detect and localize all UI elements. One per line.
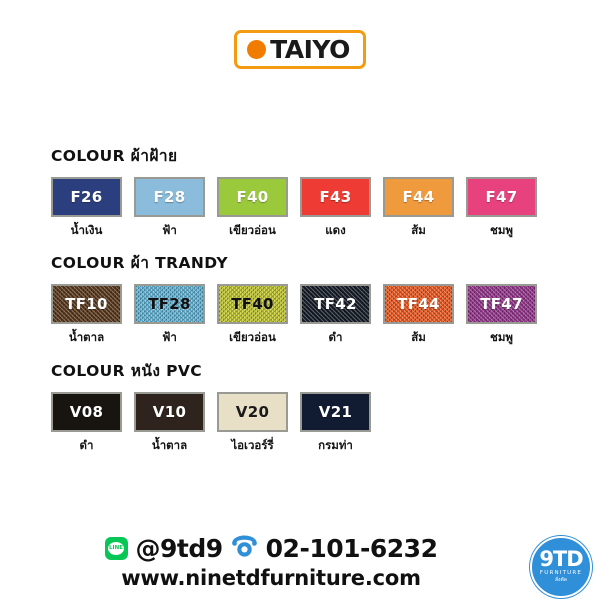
- swatch-cell: F26 น้ำเงิน: [51, 177, 122, 240]
- swatch-code-label: F28: [153, 188, 186, 206]
- colour-swatch-f26[interactable]: F26: [51, 177, 122, 217]
- swatch-caption-label: กรมท่า: [318, 438, 353, 452]
- swatch-caption-label: ชมพู: [490, 223, 513, 237]
- swatch-code-label: F47: [485, 188, 518, 206]
- swatch-cell: F44 ส้ม: [383, 177, 454, 240]
- swatch-code-label: V20: [235, 403, 270, 421]
- swatch-code-label: F44: [402, 188, 435, 206]
- swatch-caption-label: ฟ้า: [162, 330, 177, 344]
- colour-swatch-tf47[interactable]: TF47: [466, 284, 537, 324]
- 9td-furniture-logo: 9TD FURNITURE สั่งตัด: [530, 536, 592, 598]
- swatch-cell: V21 กรมท่า: [300, 392, 371, 455]
- badge-main-text: 9TD: [539, 546, 583, 571]
- colour-swatch-v21[interactable]: V21: [300, 392, 371, 432]
- swatch-code-label: V21: [318, 403, 353, 421]
- logo-text: TAIYO: [270, 35, 350, 64]
- swatch-caption-label: ส้ม: [411, 223, 426, 237]
- swatch-code-label: TF40: [231, 295, 274, 313]
- colour-swatch-f28[interactable]: F28: [134, 177, 205, 217]
- swatch-caption-label: ชมพู: [490, 330, 513, 344]
- section-title: COLOUR ผ้าฝ้าย: [51, 147, 178, 165]
- phone-number-text[interactable]: 02-101-6232: [265, 533, 438, 563]
- colour-section-trandy: COLOUR ผ้า TRANDY TF10 น้ำตาล TF28 ฟ้า TF40 เ…: [51, 250, 537, 347]
- swatch-cell: V10 น้ำตาล: [134, 392, 205, 455]
- line-icon-label: LINE: [108, 541, 125, 555]
- badge-sub2-text: สั่งตัด: [555, 577, 567, 584]
- swatch-code-label: F40: [236, 188, 269, 206]
- footer-contact-bar: LINE @9td9 02-101-6232 www.ninetdfurnitu…: [0, 532, 600, 598]
- colour-swatch-v08[interactable]: V08: [51, 392, 122, 432]
- swatch-caption-label: น้ำเงิน: [70, 223, 103, 237]
- colour-swatch-v10[interactable]: V10: [134, 392, 205, 432]
- section-title: COLOUR ผ้า TRANDY: [51, 254, 228, 272]
- swatch-cell: F28 ฟ้า: [134, 177, 205, 240]
- badge-sub-text: FURNITURE: [539, 570, 583, 577]
- swatch-cell: TF42 ดำ: [300, 284, 371, 347]
- swatch-caption-label: ส้ม: [411, 330, 426, 344]
- line-id-text[interactable]: @9td9: [135, 533, 224, 563]
- orange-circle-icon: [247, 40, 267, 59]
- swatch-caption-label: ดำ: [79, 438, 94, 452]
- swatch-code-label: V10: [152, 403, 187, 421]
- colour-section-pvc: COLOUR หนัง PVC V08 ดำ V10 น้ำตาล V20 ไอเวอร์…: [51, 358, 371, 455]
- swatch-cell: V08 ดำ: [51, 392, 122, 455]
- swatch-cell: TF28 ฟ้า: [134, 284, 205, 347]
- swatch-cell: V20 ไอเวอร์รี่: [217, 392, 288, 455]
- swatch-cell: TF47 ชมพู: [466, 284, 537, 347]
- colour-swatch-f43[interactable]: F43: [300, 177, 371, 217]
- swatch-cell: TF10 น้ำตาล: [51, 284, 122, 347]
- logo-box: TAIYO: [234, 30, 366, 69]
- swatch-caption-label: เขียวอ่อน: [229, 223, 276, 237]
- swatch-code-label: V08: [69, 403, 104, 421]
- colour-swatch-tf40[interactable]: TF40: [217, 284, 288, 324]
- colour-swatch-v20[interactable]: V20: [217, 392, 288, 432]
- swatch-cell: TF40 เขียวอ่อน: [217, 284, 288, 347]
- colour-swatch-tf44[interactable]: TF44: [383, 284, 454, 324]
- swatch-row: F26 น้ำเงิน F28 ฟ้า F40 เขียวอ่อน F43 แดง F44 ส้ม…: [51, 177, 537, 240]
- swatch-caption-label: น้ำตาล: [151, 438, 188, 452]
- swatch-caption-label: แดง: [325, 223, 346, 237]
- swatch-code-label: TF47: [480, 295, 523, 313]
- brand-logo: TAIYO: [0, 30, 600, 69]
- swatch-row: V08 ดำ V10 น้ำตาล V20 ไอเวอร์รี่ V21 กรมท่า: [51, 392, 371, 455]
- colour-swatch-f40[interactable]: F40: [217, 177, 288, 217]
- swatch-cell: F43 แดง: [300, 177, 371, 240]
- swatch-code-label: TF44: [397, 295, 440, 313]
- footer-contact-line: LINE @9td9 02-101-6232: [0, 532, 600, 564]
- colour-swatch-tf28[interactable]: TF28: [134, 284, 205, 324]
- section-title: COLOUR หนัง PVC: [51, 362, 203, 380]
- swatch-row: TF10 น้ำตาล TF28 ฟ้า TF40 เขียวอ่อน TF42 ดำ TF44…: [51, 284, 537, 347]
- colour-swatch-tf10[interactable]: TF10: [51, 284, 122, 324]
- colour-swatch-f44[interactable]: F44: [383, 177, 454, 217]
- swatch-code-label: F43: [319, 188, 352, 206]
- swatch-code-label: TF28: [148, 295, 191, 313]
- swatch-caption-label: ฟ้า: [162, 223, 177, 237]
- colour-section-cotton: COLOUR ผ้าฝ้าย F26 น้ำเงิน F28 ฟ้า F40 เขียวอ…: [51, 143, 537, 240]
- website-url-text[interactable]: www.ninetdfurniture.com: [121, 566, 421, 590]
- swatch-caption-label: ไอเวอร์รี่: [231, 438, 274, 452]
- swatch-code-label: F26: [70, 188, 103, 206]
- swatch-code-label: TF42: [314, 295, 357, 313]
- swatch-caption-label: ดำ: [328, 330, 343, 344]
- swatch-cell: TF44 ส้ม: [383, 284, 454, 347]
- telephone-icon: [231, 534, 258, 563]
- colour-swatch-f47[interactable]: F47: [466, 177, 537, 217]
- swatch-caption-label: เขียวอ่อน: [229, 330, 276, 344]
- swatch-code-label: TF10: [65, 295, 108, 313]
- line-app-icon[interactable]: LINE: [104, 536, 128, 560]
- swatch-cell: F47 ชมพู: [466, 177, 537, 240]
- swatch-caption-label: น้ำตาล: [68, 330, 105, 344]
- swatch-cell: F40 เขียวอ่อน: [217, 177, 288, 240]
- colour-swatch-tf42[interactable]: TF42: [300, 284, 371, 324]
